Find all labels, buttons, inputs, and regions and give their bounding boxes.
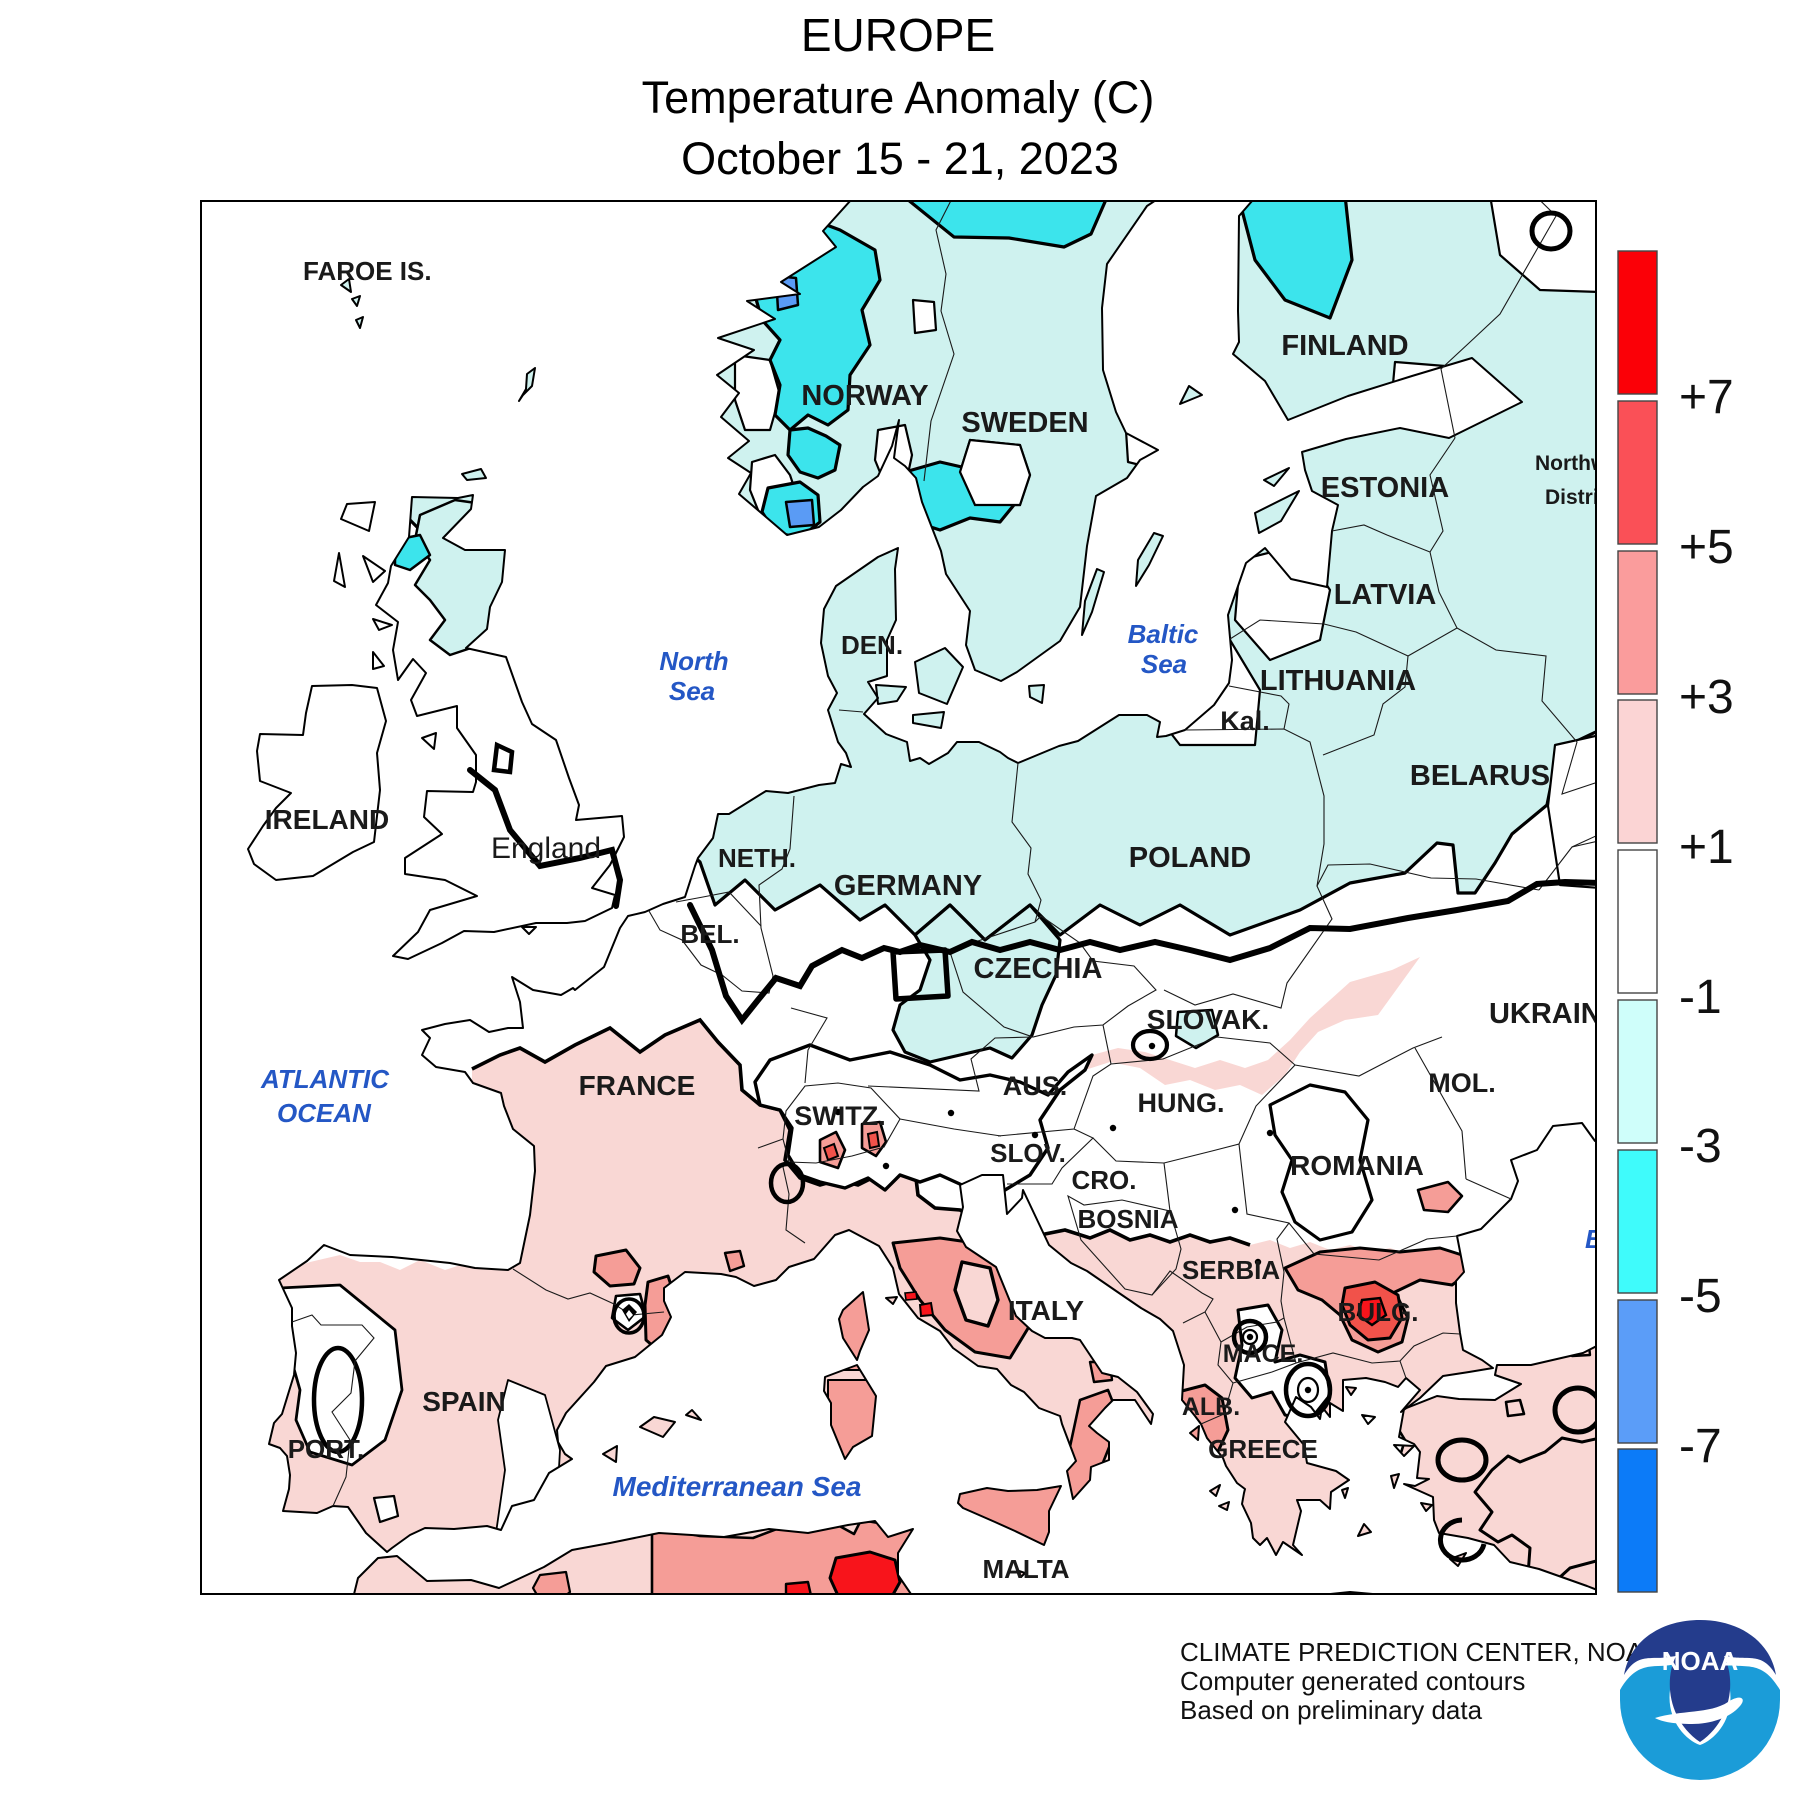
svg-text:North: North (659, 646, 728, 676)
svg-text:Baltic: Baltic (1128, 619, 1199, 649)
svg-text:Computer generated contours: Computer generated contours (1180, 1666, 1525, 1696)
svg-text:BELARUS: BELARUS (1410, 760, 1550, 792)
svg-text:MACE.: MACE. (1223, 1340, 1304, 1368)
svg-text:Sea: Sea (669, 676, 715, 706)
svg-text:OCEAN: OCEAN (277, 1098, 372, 1128)
svg-text:October 15 - 21, 2023: October 15 - 21, 2023 (681, 133, 1119, 184)
svg-text:ALB.: ALB. (1182, 1393, 1240, 1421)
svg-text:+7: +7 (1679, 371, 1734, 424)
svg-text:NOAA: NOAA (1662, 1646, 1739, 1676)
svg-text:HUNG.: HUNG. (1138, 1088, 1225, 1118)
svg-text:SWITZ.: SWITZ. (794, 1101, 885, 1131)
svg-text:SLOV.: SLOV. (990, 1138, 1066, 1168)
svg-text:-5: -5 (1679, 1270, 1722, 1323)
svg-text:SLOVAK.: SLOVAK. (1147, 1004, 1269, 1035)
svg-text:+1: +1 (1679, 821, 1734, 874)
svg-text:BOSNIA: BOSNIA (1077, 1204, 1178, 1234)
svg-text:UKRAINE: UKRAINE (1489, 998, 1621, 1030)
svg-text:GREECE: GREECE (1208, 1434, 1318, 1464)
svg-text:Based on preliminary data: Based on preliminary data (1180, 1695, 1483, 1725)
svg-text:+5: +5 (1679, 521, 1734, 574)
svg-text:England: England (491, 832, 601, 865)
svg-text:SWEDEN: SWEDEN (961, 407, 1088, 439)
svg-text:POLAND: POLAND (1129, 842, 1251, 874)
svg-text:ITALY: ITALY (1008, 1295, 1085, 1326)
svg-text:SERBIA: SERBIA (1182, 1255, 1280, 1285)
svg-text:-7: -7 (1679, 1420, 1722, 1473)
svg-text:-1: -1 (1679, 971, 1722, 1024)
svg-text:FRANCE: FRANCE (579, 1070, 696, 1101)
svg-text:BULG.: BULG. (1338, 1297, 1419, 1327)
svg-text:LITHUANIA: LITHUANIA (1260, 665, 1416, 697)
svg-text:DEN.: DEN. (841, 630, 903, 660)
svg-text:PORT.: PORT. (288, 1434, 365, 1464)
svg-text:Kal.: Kal. (1220, 706, 1270, 736)
svg-text:ROMANIA: ROMANIA (1290, 1150, 1424, 1181)
svg-text:IRELAND: IRELAND (265, 804, 389, 835)
svg-text:EUROPE: EUROPE (801, 9, 995, 61)
svg-text:CLIMATE PREDICTION CENTER, NOA: CLIMATE PREDICTION CENTER, NOAA (1180, 1637, 1661, 1667)
svg-text:Temperature Anomaly (C): Temperature Anomaly (C) (642, 72, 1155, 123)
svg-text:NORWAY: NORWAY (801, 380, 928, 412)
svg-text:-3: -3 (1679, 1120, 1722, 1173)
svg-text:Bl: Bl (1585, 1224, 1612, 1254)
svg-text:Mediterranean Sea: Mediterranean Sea (613, 1471, 862, 1502)
svg-text:+3: +3 (1679, 671, 1734, 724)
svg-text:NETH.: NETH. (718, 843, 796, 873)
svg-text:ESTONIA: ESTONIA (1321, 472, 1449, 504)
svg-text:CRO.: CRO. (1072, 1165, 1137, 1195)
svg-text:LATVIA: LATVIA (1334, 579, 1437, 611)
svg-text:GERMANY: GERMANY (834, 870, 982, 902)
svg-text:MALTA: MALTA (982, 1554, 1069, 1584)
svg-text:ATLANTIC: ATLANTIC (260, 1064, 390, 1094)
svg-text:FINLAND: FINLAND (1281, 330, 1408, 362)
svg-text:SPAIN: SPAIN (422, 1386, 506, 1417)
svg-text:Northw: Northw (1535, 452, 1608, 475)
svg-text:BEL.: BEL. (680, 919, 739, 949)
svg-text:CZECHIA: CZECHIA (974, 953, 1103, 985)
svg-text:FAROE IS.: FAROE IS. (303, 256, 432, 286)
svg-text:Distri: Distri (1545, 486, 1599, 509)
svg-text:Sea: Sea (1141, 649, 1187, 679)
svg-text:MOL.: MOL. (1428, 1068, 1496, 1098)
svg-text:AUS.: AUS. (1003, 1071, 1068, 1101)
